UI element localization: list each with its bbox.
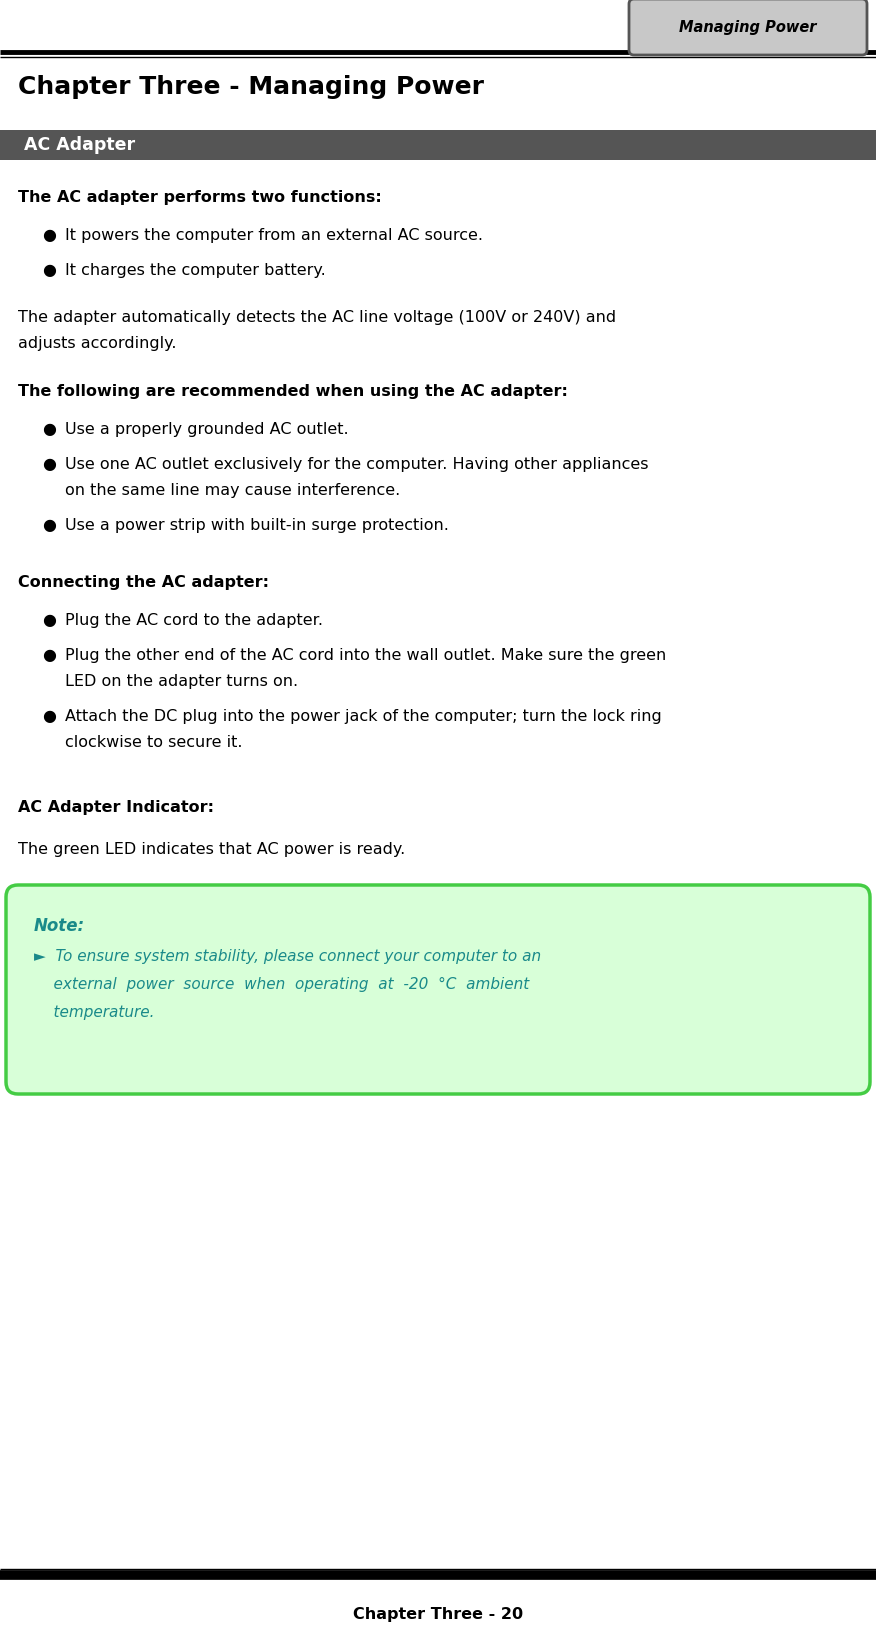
- Text: AC Adapter: AC Adapter: [18, 135, 135, 155]
- Text: Use a properly grounded AC outlet.: Use a properly grounded AC outlet.: [65, 422, 349, 437]
- Text: Plug the other end of the AC cord into the wall outlet. Make sure the green: Plug the other end of the AC cord into t…: [65, 648, 667, 663]
- Text: external  power  source  when  operating  at  -20  °C  ambient: external power source when operating at …: [34, 977, 529, 992]
- Text: ●: ●: [42, 422, 56, 437]
- Text: It powers the computer from an external AC source.: It powers the computer from an external …: [65, 228, 483, 243]
- Text: Attach the DC plug into the power jack of the computer; turn the lock ring: Attach the DC plug into the power jack o…: [65, 709, 661, 723]
- Text: The AC adapter performs two functions:: The AC adapter performs two functions:: [18, 191, 382, 205]
- Text: on the same line may cause interference.: on the same line may cause interference.: [65, 484, 400, 498]
- Text: Connecting the AC adapter:: Connecting the AC adapter:: [18, 575, 269, 590]
- Text: ●: ●: [42, 228, 56, 243]
- Text: Plug the AC cord to the adapter.: Plug the AC cord to the adapter.: [65, 613, 323, 629]
- Bar: [0, 130, 876, 160]
- Text: Managing Power: Managing Power: [679, 20, 816, 34]
- Text: Note:: Note:: [34, 917, 85, 935]
- Text: The following are recommended when using the AC adapter:: The following are recommended when using…: [18, 384, 568, 399]
- Text: Chapter Three - Managing Power: Chapter Three - Managing Power: [18, 75, 484, 99]
- FancyBboxPatch shape: [6, 885, 870, 1095]
- Text: Chapter Three - 20: Chapter Three - 20: [353, 1606, 523, 1622]
- Text: ●: ●: [42, 262, 56, 279]
- Text: clockwise to secure it.: clockwise to secure it.: [65, 735, 243, 749]
- Text: adjusts accordingly.: adjusts accordingly.: [18, 336, 176, 350]
- Text: Use a power strip with built-in surge protection.: Use a power strip with built-in surge pr…: [65, 518, 449, 533]
- Text: AC Adapter Indicator:: AC Adapter Indicator:: [18, 800, 214, 814]
- FancyBboxPatch shape: [629, 0, 867, 55]
- Text: The green LED indicates that AC power is ready.: The green LED indicates that AC power is…: [18, 842, 406, 857]
- Text: The adapter automatically detects the AC line voltage (100V or 240V) and: The adapter automatically detects the AC…: [18, 310, 616, 326]
- Text: Use one AC outlet exclusively for the computer. Having other appliances: Use one AC outlet exclusively for the co…: [65, 458, 648, 472]
- Text: temperature.: temperature.: [34, 1005, 154, 1020]
- Text: ●: ●: [42, 518, 56, 533]
- Text: ●: ●: [42, 709, 56, 723]
- Text: ●: ●: [42, 648, 56, 663]
- Text: It charges the computer battery.: It charges the computer battery.: [65, 262, 326, 279]
- Text: ●: ●: [42, 613, 56, 629]
- Text: LED on the adapter turns on.: LED on the adapter turns on.: [65, 674, 298, 689]
- Text: ●: ●: [42, 458, 56, 472]
- Text: ►  To ensure system stability, please connect your computer to an: ► To ensure system stability, please con…: [34, 950, 541, 964]
